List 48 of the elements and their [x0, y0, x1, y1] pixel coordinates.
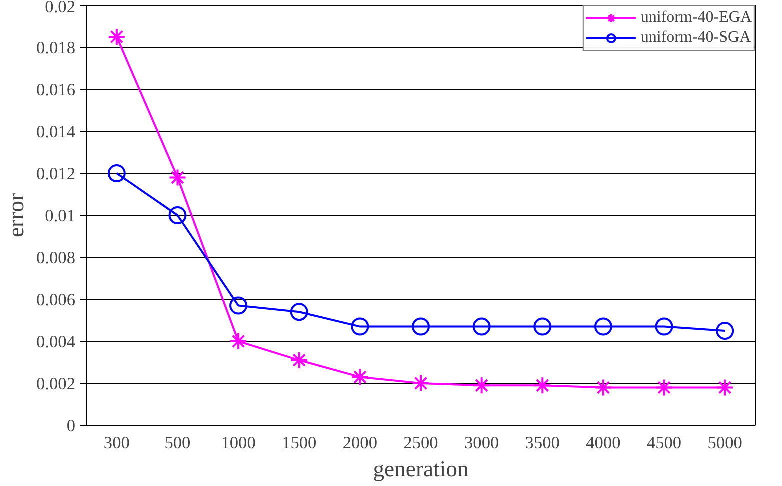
y-tick-label: 0.012: [36, 164, 76, 184]
x-tick-label: 3000: [464, 434, 500, 452]
x-tick-label: 2500: [404, 434, 438, 452]
x-tick-label: 5000: [708, 434, 742, 452]
point: [716, 322, 734, 340]
x-tick-label: 2000: [342, 434, 378, 452]
x-axis-title: generation: [373, 456, 469, 482]
point: [290, 303, 308, 322]
point: [230, 296, 248, 315]
x-tick-label: 1500: [282, 434, 317, 452]
legend-label: uniform-40-SGA: [640, 29, 752, 47]
y-tick-label: 0.02: [45, 0, 76, 16]
point: [351, 368, 370, 386]
point: [351, 318, 370, 336]
y-tick-label: 0.014: [36, 122, 76, 142]
y-tick-label: 0.006: [36, 290, 76, 310]
x-tick-label: 4500: [646, 434, 682, 452]
x-tick-label: 300: [104, 434, 130, 452]
point: [534, 318, 552, 336]
point: [655, 318, 674, 336]
y-tick-label: 0.018: [36, 38, 76, 58]
point: [412, 374, 430, 392]
point: [108, 28, 126, 46]
y-tick-label: 0.004: [36, 332, 76, 352]
point: [108, 164, 126, 182]
y-tick-label: 0.008: [36, 248, 76, 268]
point: [534, 376, 552, 395]
y-tick-label: 0.002: [36, 374, 76, 394]
y-tick-label: 0.01: [45, 206, 76, 226]
point: [230, 332, 248, 350]
point: [472, 318, 491, 336]
point: [594, 318, 612, 336]
x-tick-label: 3500: [525, 434, 560, 452]
point: [168, 206, 187, 224]
point: [716, 378, 734, 397]
point: [655, 378, 674, 397]
y-axis-title: error: [4, 193, 29, 238]
point: [290, 351, 308, 370]
y-tick-label: 0.016: [36, 80, 76, 100]
x-tick-label: 1000: [221, 434, 256, 452]
y-tick-label: 0: [66, 416, 76, 436]
legend-label: uniform-40-EGA: [640, 9, 752, 27]
x-tick-label: 4000: [586, 434, 621, 452]
x-tick-label: 500: [164, 434, 191, 452]
point: [412, 318, 430, 336]
point: [594, 378, 612, 397]
point: [168, 168, 187, 187]
point: [472, 376, 491, 395]
